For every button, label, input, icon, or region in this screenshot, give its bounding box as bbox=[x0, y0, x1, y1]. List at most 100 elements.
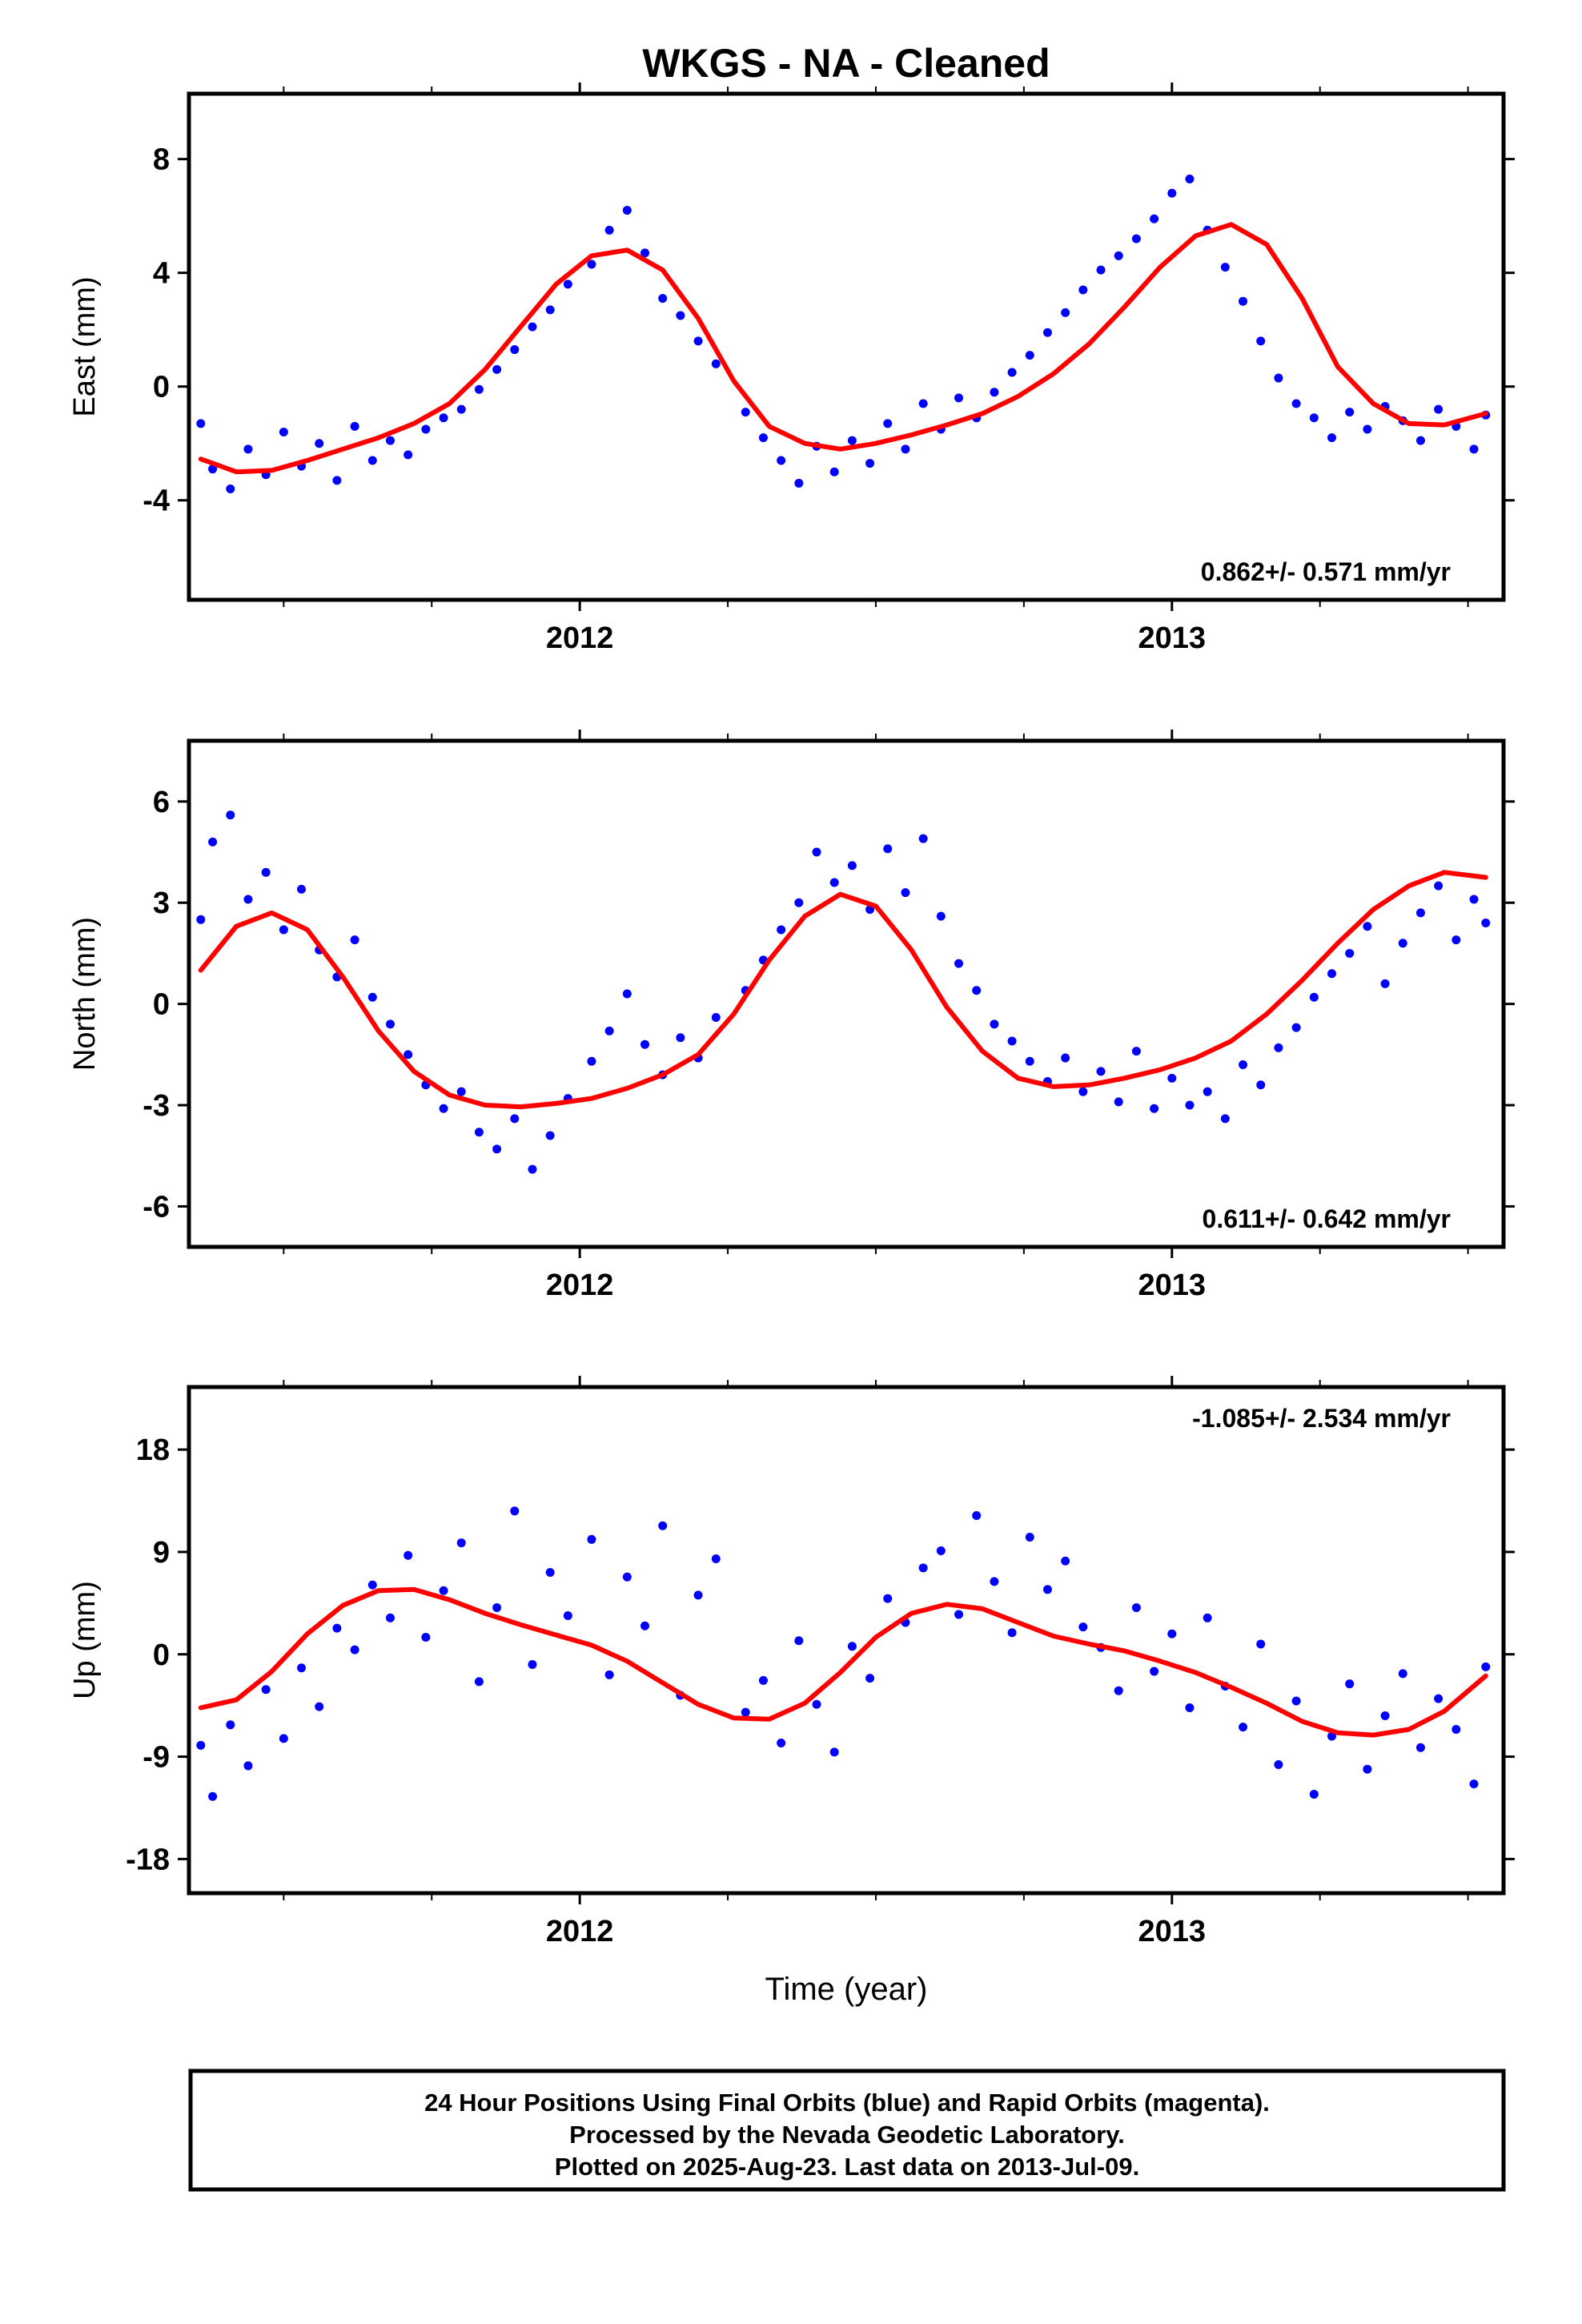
footer-frame bbox=[188, 2069, 1506, 2192]
data-point bbox=[528, 1660, 537, 1670]
data-point bbox=[794, 1636, 804, 1646]
data-point bbox=[226, 810, 235, 820]
data-point bbox=[439, 1586, 448, 1595]
x-tick-label: 2012 bbox=[546, 1269, 614, 1302]
data-point bbox=[1327, 969, 1337, 979]
data-point bbox=[990, 388, 999, 397]
data-point bbox=[1007, 368, 1017, 377]
data-point bbox=[439, 1104, 448, 1113]
panel-frame bbox=[187, 91, 1506, 602]
data-point bbox=[456, 1538, 466, 1548]
plot-area bbox=[196, 810, 1491, 1174]
data-point bbox=[1239, 1723, 1248, 1732]
y-tick-label: -6 bbox=[143, 1190, 170, 1224]
data-point bbox=[777, 456, 786, 465]
y-tick-label: 4 bbox=[153, 257, 170, 291]
data-point bbox=[1167, 1629, 1177, 1638]
data-point bbox=[829, 878, 839, 887]
data-point bbox=[1220, 263, 1230, 272]
data-point bbox=[1220, 1114, 1230, 1124]
data-point bbox=[865, 459, 875, 468]
data-point bbox=[315, 1702, 324, 1711]
data-point bbox=[1398, 939, 1407, 948]
data-point bbox=[1131, 1603, 1141, 1613]
data-point bbox=[777, 1739, 786, 1748]
data-point bbox=[1434, 881, 1443, 891]
data-point bbox=[1415, 436, 1425, 445]
data-point bbox=[640, 248, 650, 258]
data-point bbox=[385, 1019, 395, 1029]
data-point bbox=[604, 1670, 614, 1679]
data-point bbox=[492, 1144, 502, 1154]
data-point bbox=[587, 259, 596, 269]
fit-curve bbox=[198, 222, 1488, 475]
x-tick-label: 2013 bbox=[1138, 1915, 1207, 1948]
panel-north: 2012 2013 -6 -3 0 3 6 North (mm) 0.611+/- 0.642 … bbox=[68, 730, 1515, 1302]
data-point bbox=[1415, 908, 1425, 918]
data-point bbox=[622, 1572, 632, 1582]
data-point bbox=[1363, 424, 1372, 434]
data-point bbox=[1114, 251, 1123, 260]
data-point bbox=[1078, 1622, 1088, 1632]
data-point bbox=[918, 399, 928, 408]
data-point bbox=[208, 837, 218, 846]
data-point bbox=[1096, 1067, 1106, 1076]
data-point bbox=[1345, 408, 1355, 417]
data-point bbox=[439, 413, 448, 423]
data-point bbox=[545, 305, 555, 315]
data-point bbox=[622, 989, 632, 999]
data-point bbox=[226, 1720, 235, 1730]
data-point bbox=[563, 1610, 572, 1620]
data-point bbox=[604, 1026, 614, 1035]
data-point bbox=[954, 393, 964, 403]
data-point bbox=[954, 1610, 964, 1619]
data-point bbox=[1452, 935, 1461, 945]
data-point bbox=[1309, 1789, 1319, 1799]
data-point bbox=[1256, 1639, 1266, 1649]
data-point bbox=[1114, 1097, 1123, 1107]
data-point bbox=[1150, 214, 1159, 223]
data-point bbox=[421, 1632, 431, 1642]
data-point bbox=[1203, 1613, 1212, 1622]
x-tick-label: 2013 bbox=[1138, 621, 1207, 655]
panel-up: 2012 2013 -18 -9 0 9 18 Up (mm) Time (year) -1.08… bbox=[68, 1376, 1515, 2007]
data-point bbox=[404, 450, 413, 460]
y-tick-label: -18 bbox=[126, 1843, 170, 1876]
data-point bbox=[385, 436, 395, 445]
data-point bbox=[1452, 1724, 1461, 1734]
y-tick-label: 18 bbox=[136, 1433, 170, 1467]
footer-line-1: 24 Hour Positions Using Final Orbits (bl… bbox=[424, 2089, 1270, 2117]
x-axis-label: Time (year) bbox=[765, 1972, 928, 2007]
data-point bbox=[243, 1761, 253, 1771]
footer-line-2: Processed by the Nevada Geodetic Laborat… bbox=[569, 2121, 1125, 2149]
data-point bbox=[1469, 895, 1479, 904]
data-point bbox=[758, 1675, 768, 1685]
y-tick-label: -4 bbox=[143, 485, 170, 518]
data-point bbox=[1042, 328, 1052, 337]
data-point bbox=[794, 898, 804, 907]
y-tick-label: -9 bbox=[143, 1741, 170, 1775]
y-tick-label: 0 bbox=[153, 1638, 170, 1672]
data-point bbox=[640, 1039, 650, 1049]
data-point bbox=[1291, 1023, 1301, 1032]
data-point bbox=[936, 911, 946, 921]
data-point bbox=[297, 884, 307, 894]
data-point bbox=[1114, 1686, 1123, 1695]
data-point bbox=[279, 925, 288, 935]
data-point bbox=[510, 345, 520, 355]
data-point bbox=[243, 444, 253, 454]
data-point bbox=[604, 225, 614, 235]
data-point bbox=[332, 476, 342, 485]
data-point bbox=[918, 834, 928, 843]
data-point bbox=[1167, 1073, 1177, 1083]
data-point bbox=[954, 959, 964, 968]
data-point bbox=[777, 925, 786, 935]
data-point bbox=[1185, 1703, 1195, 1713]
data-point bbox=[901, 444, 910, 454]
data-point bbox=[474, 1128, 484, 1137]
data-point bbox=[758, 433, 768, 443]
data-point bbox=[1434, 1694, 1443, 1703]
data-point bbox=[622, 206, 632, 215]
data-point bbox=[1291, 1696, 1301, 1706]
